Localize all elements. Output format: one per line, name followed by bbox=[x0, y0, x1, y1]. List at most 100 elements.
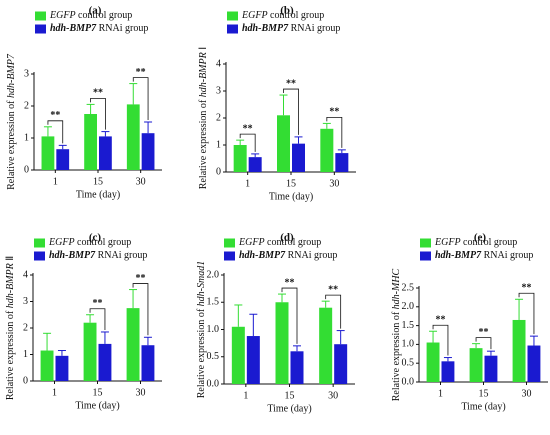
chart-panel-5: (e)EGFP control group hdh-BMP7 RNAi group… bbox=[391, 232, 548, 412]
bar-rnai bbox=[290, 351, 304, 384]
significance-label: ** bbox=[329, 107, 339, 118]
significance-bracket bbox=[432, 324, 449, 356]
significance-bracket bbox=[326, 117, 343, 148]
legend-swatch-control bbox=[34, 238, 45, 248]
y-tick-label: 1 bbox=[23, 349, 28, 360]
legend: EGFP control group hdh-BMP7 RNAi group bbox=[35, 10, 148, 34]
significance-bracket bbox=[239, 133, 256, 152]
significance-bracket bbox=[89, 308, 106, 330]
y-tick-label: 0 bbox=[23, 375, 28, 386]
significance-bracket bbox=[325, 294, 342, 329]
significance-label: ** bbox=[522, 283, 532, 294]
bar-rnai bbox=[527, 345, 541, 382]
legend-entry-rnai: hdh-BMP7 RNAi group bbox=[242, 23, 340, 34]
x-tick-label: 1 bbox=[245, 178, 250, 189]
bar-rnai bbox=[248, 157, 262, 172]
x-tick-label: 30 bbox=[136, 387, 146, 398]
chart-panel-3: (c)EGFP control group hdh-BMP7 RNAi group… bbox=[5, 232, 162, 411]
legend-entry-control: EGFP control group bbox=[48, 237, 131, 248]
bar-rnai bbox=[98, 343, 112, 381]
bar-rnai bbox=[55, 355, 69, 381]
bar-rnai bbox=[484, 355, 498, 382]
significance-label: ** bbox=[93, 298, 103, 309]
x-tick-label: 1 bbox=[438, 388, 443, 399]
x-axis-label: Time (day) bbox=[75, 400, 119, 411]
y-tick-label: 3 bbox=[216, 85, 221, 96]
legend-entry-rnai: hdh-BMP7 RNAi group bbox=[50, 23, 148, 34]
bar-rnai bbox=[56, 149, 70, 170]
y-tick-label: 0 bbox=[216, 166, 221, 177]
bar-control bbox=[233, 145, 247, 172]
bar-rnai bbox=[334, 344, 348, 384]
bar-control bbox=[231, 326, 245, 384]
x-tick-label: 1 bbox=[52, 387, 57, 398]
y-tick-label: 0.0 bbox=[207, 378, 220, 389]
legend-swatch-rnai bbox=[227, 24, 238, 34]
y-tick-label: 2 bbox=[23, 322, 28, 333]
legend-swatch-rnai bbox=[224, 251, 235, 261]
bar-control bbox=[84, 114, 97, 170]
y-tick-label: 2.5 bbox=[402, 282, 415, 293]
y-tick-label: 2.0 bbox=[402, 301, 415, 312]
significance-bracket bbox=[90, 98, 106, 130]
legend-swatch-control bbox=[224, 238, 235, 248]
legend-entry-rnai: hdh-BMP7 RNAi group bbox=[239, 250, 337, 261]
bar-rnai bbox=[441, 361, 455, 382]
panel-label: (e) bbox=[474, 232, 487, 244]
bar-rnai bbox=[335, 153, 349, 172]
chart-panel-4: (d)EGFP control group hdh-BMP7 RNAi group… bbox=[196, 232, 355, 414]
y-tick-label: 1 bbox=[216, 139, 221, 150]
x-tick-label: 1 bbox=[243, 390, 248, 401]
y-tick-label: 2 bbox=[216, 112, 221, 123]
significance-bracket bbox=[475, 337, 492, 350]
panel-label: (c) bbox=[89, 232, 102, 244]
bar-control bbox=[469, 348, 483, 382]
x-tick-label: 15 bbox=[479, 388, 489, 399]
bar-control bbox=[126, 104, 140, 170]
bar-control bbox=[319, 307, 333, 384]
significance-bracket bbox=[132, 283, 149, 336]
y-tick-label: 1.0 bbox=[207, 324, 220, 335]
legend-entry-control: EGFP control group bbox=[434, 237, 517, 248]
significance-label: ** bbox=[136, 67, 146, 78]
chart-panel-2: (b)EGFP control group hdh-BMP7 RNAi group… bbox=[198, 5, 356, 202]
legend-entry-control: EGFP control group bbox=[49, 10, 132, 21]
y-axis-label: Relative expression of hdh-BMPR Ⅱ bbox=[5, 256, 16, 400]
bar-control bbox=[320, 128, 334, 172]
legend-swatch-rnai bbox=[420, 251, 431, 261]
y-tick-label: 2 bbox=[24, 100, 29, 111]
y-tick-label: 1.5 bbox=[402, 320, 415, 331]
significance-label: ** bbox=[50, 110, 60, 121]
legend-entry-rnai: hdh-BMP7 RNAi group bbox=[435, 250, 533, 261]
y-tick-label: 1.5 bbox=[207, 297, 220, 308]
legend-entry-control: EGFP control group bbox=[238, 237, 321, 248]
significance-bracket bbox=[518, 292, 535, 335]
bar-control bbox=[40, 350, 54, 381]
bar-control bbox=[83, 322, 97, 381]
y-tick-label: 2.0 bbox=[207, 269, 220, 280]
y-tick-label: 0.0 bbox=[402, 376, 415, 387]
y-axis-label: Relative expression of hdh-MHC bbox=[391, 268, 402, 401]
x-axis-label: Time (day) bbox=[461, 401, 505, 412]
x-tick-label: 30 bbox=[328, 390, 338, 401]
significance-bracket bbox=[132, 77, 149, 120]
x-axis-label: Time (day) bbox=[267, 403, 311, 414]
legend-entry-rnai: hdh-BMP7 RNAi group bbox=[49, 250, 147, 261]
bar-control bbox=[41, 136, 55, 170]
y-tick-label: 1.0 bbox=[402, 339, 415, 350]
legend-swatch-rnai bbox=[35, 24, 46, 34]
x-tick-label: 15 bbox=[286, 178, 296, 189]
y-axis-label: Relative expression of hdh-Smad1 bbox=[196, 261, 207, 398]
bar-rnai bbox=[246, 336, 260, 384]
y-tick-label: 0.5 bbox=[207, 351, 220, 362]
bar-control bbox=[275, 302, 289, 384]
legend-swatch-control bbox=[35, 11, 46, 21]
y-axis-label: Relative expression of hdh-BMPR Ⅰ bbox=[198, 47, 209, 189]
y-axis-label: Relative expression of hdh-BMP7 bbox=[6, 53, 17, 190]
legend-swatch-control bbox=[420, 238, 431, 248]
significance-label: ** bbox=[285, 277, 295, 288]
bar-rnai bbox=[141, 133, 155, 170]
x-tick-label: 15 bbox=[285, 390, 295, 401]
x-tick-label: 30 bbox=[329, 178, 339, 189]
